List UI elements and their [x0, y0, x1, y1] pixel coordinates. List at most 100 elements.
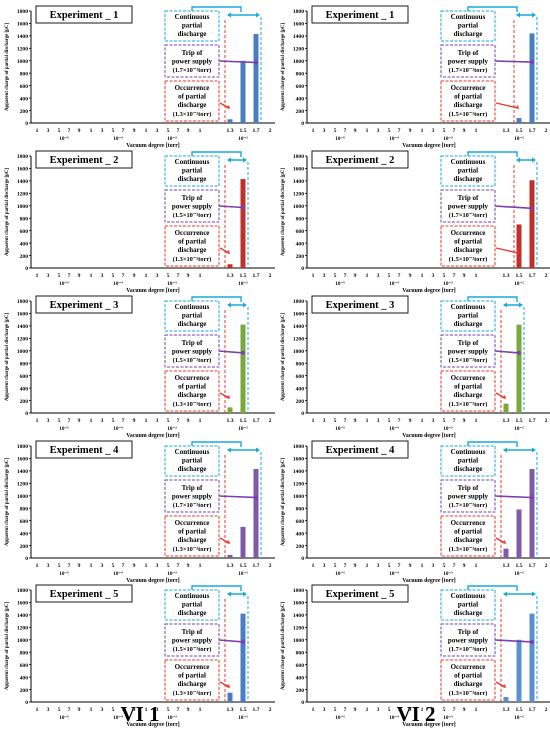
x-tick-label: 1.7 [253, 128, 260, 134]
y-tick-label: 1800 [17, 444, 28, 450]
continuous-label: partial [182, 600, 202, 608]
continuous-arrowhead-left [227, 302, 231, 308]
occurrence-label: of partial [178, 237, 206, 245]
continuous-connector [191, 6, 242, 12]
x-tick-label: 9 [354, 128, 357, 134]
x-decade-label: 10⁻² [238, 715, 248, 721]
x-decade-label: 10⁻⁴ [113, 715, 123, 721]
x-tick-label: 1 [421, 563, 424, 569]
y-tick-label: 600 [20, 663, 29, 669]
x-decade-label: 10⁻⁵ [59, 571, 69, 577]
y-tick-label: 1000 [293, 349, 304, 355]
x-tick-label: 7 [177, 128, 180, 134]
x-tick-label: 1.5 [240, 563, 247, 569]
x-decade-label: 10⁻³ [443, 136, 453, 142]
y-tick-label: 1200 [293, 192, 304, 198]
x-tick-label: 5 [334, 707, 337, 713]
trip-label: power supply [172, 636, 213, 644]
x-axis-label: Vacuum degree [torr] [402, 143, 456, 149]
y-axis-label: Apparent charge of partial discharge [pC… [5, 23, 10, 111]
occurrence-box [440, 80, 496, 122]
bar [516, 118, 522, 123]
x-tick-label: 1.7 [529, 128, 536, 134]
occurrence-value: (1.3×10⁻²torr) [173, 401, 212, 408]
x-tick-label: 7 [68, 128, 71, 134]
x-decade-label: 10⁻² [514, 715, 524, 721]
x-tick-label: 1 [36, 563, 39, 569]
y-tick-label: 1800 [293, 588, 304, 594]
bar [503, 697, 509, 702]
x-tick-label: 3 [156, 128, 159, 134]
bar [516, 639, 522, 702]
continuous-label: Continuous [451, 592, 486, 600]
trip-line [494, 350, 520, 354]
y-tick-label: 1200 [17, 337, 28, 343]
y-tick-label: 400 [20, 241, 29, 247]
x-tick-label: 1.3 [503, 563, 510, 569]
trip-value: (1.7×10⁻²torr) [173, 502, 212, 509]
trip-box [164, 334, 220, 368]
x-tick-label: 1 [199, 273, 202, 279]
y-tick-label: 1800 [293, 299, 304, 305]
x-decade-label: 10⁻² [238, 136, 248, 142]
trip-box [164, 623, 220, 657]
y-tick-label: 400 [296, 386, 305, 392]
x-decade-label: 10⁻⁵ [59, 136, 69, 142]
chart-panel-1: 0 200 400 600 800 1000 1200 1400 1600 1800 Apparen… [5, 5, 275, 149]
x-tick-label: 7 [68, 563, 71, 569]
occurrence-box [440, 515, 496, 557]
occurrence-box [164, 225, 220, 267]
x-tick-label: 3 [323, 563, 326, 569]
continuous-arrowhead-left [503, 591, 507, 597]
x-decade-label: 10⁻⁵ [59, 715, 69, 721]
occurrence-value: (1.3×10⁻²torr) [173, 690, 212, 697]
x-tick-label: 5 [112, 418, 115, 424]
x-tick-label: 1.5 [516, 563, 523, 569]
y-tick-label: 0 [301, 411, 304, 417]
y-axis-label: Apparent charge of partial discharge [pC… [5, 313, 10, 401]
x-tick-label: 9 [187, 418, 190, 424]
occurrence-arrowhead [515, 250, 519, 254]
x-tick-label: 3 [377, 128, 380, 134]
continuous-arrowhead-right [256, 447, 260, 453]
x-tick-label: 2 [545, 273, 548, 279]
x-tick-label: 1 [475, 128, 478, 134]
x-decade-label: 10⁻⁴ [113, 136, 123, 142]
x-tick-label: 1 [366, 128, 369, 134]
continuous-label: discharge [454, 465, 483, 473]
occurrence-label: discharge [454, 536, 483, 544]
bar [240, 324, 246, 413]
y-tick-label: 1600 [293, 601, 304, 607]
x-tick-label: 3 [101, 273, 104, 279]
x-tick-label: 2 [269, 273, 272, 279]
x-decade-label: 10⁻² [514, 136, 524, 142]
y-tick-label: 200 [296, 688, 305, 694]
x-tick-label: 3 [101, 128, 104, 134]
y-tick-label: 1600 [17, 167, 28, 173]
trip-marker [241, 205, 245, 210]
x-tick-label: 1 [366, 707, 369, 713]
occurrence-arrow [495, 247, 519, 254]
continuous-connector [191, 585, 242, 591]
x-tick-label: 9 [409, 707, 412, 713]
chart-panel-8: 0 200 400 600 800 1000 1200 1400 1600 1800 Apparen… [281, 440, 550, 584]
x-decade-label: 10⁻³ [167, 715, 177, 721]
trip-line [494, 495, 533, 499]
trip-label: power supply [448, 636, 489, 644]
x-tick-label: 1.5 [516, 273, 523, 279]
occurrence-value: (1.3×10⁻²torr) [449, 401, 488, 408]
y-tick-label: 600 [20, 374, 29, 380]
x-tick-label: 3 [323, 273, 326, 279]
x-tick-label: 1 [145, 707, 148, 713]
continuous-label: partial [458, 600, 478, 608]
x-tick-label: 1.5 [516, 707, 523, 713]
x-tick-label: 9 [133, 128, 136, 134]
trip-value: (1.7×10⁻²torr) [449, 212, 488, 219]
x-tick-label: 2 [545, 418, 548, 424]
occurrence-value: (1.5×10⁻²torr) [449, 111, 488, 118]
trip-line [218, 205, 244, 209]
x-tick-label: 3 [156, 563, 159, 569]
occurrence-value: (1.5×10⁻²torr) [449, 256, 488, 263]
x-tick-label: 7 [453, 128, 456, 134]
occurrence-label: of partial [454, 527, 482, 535]
